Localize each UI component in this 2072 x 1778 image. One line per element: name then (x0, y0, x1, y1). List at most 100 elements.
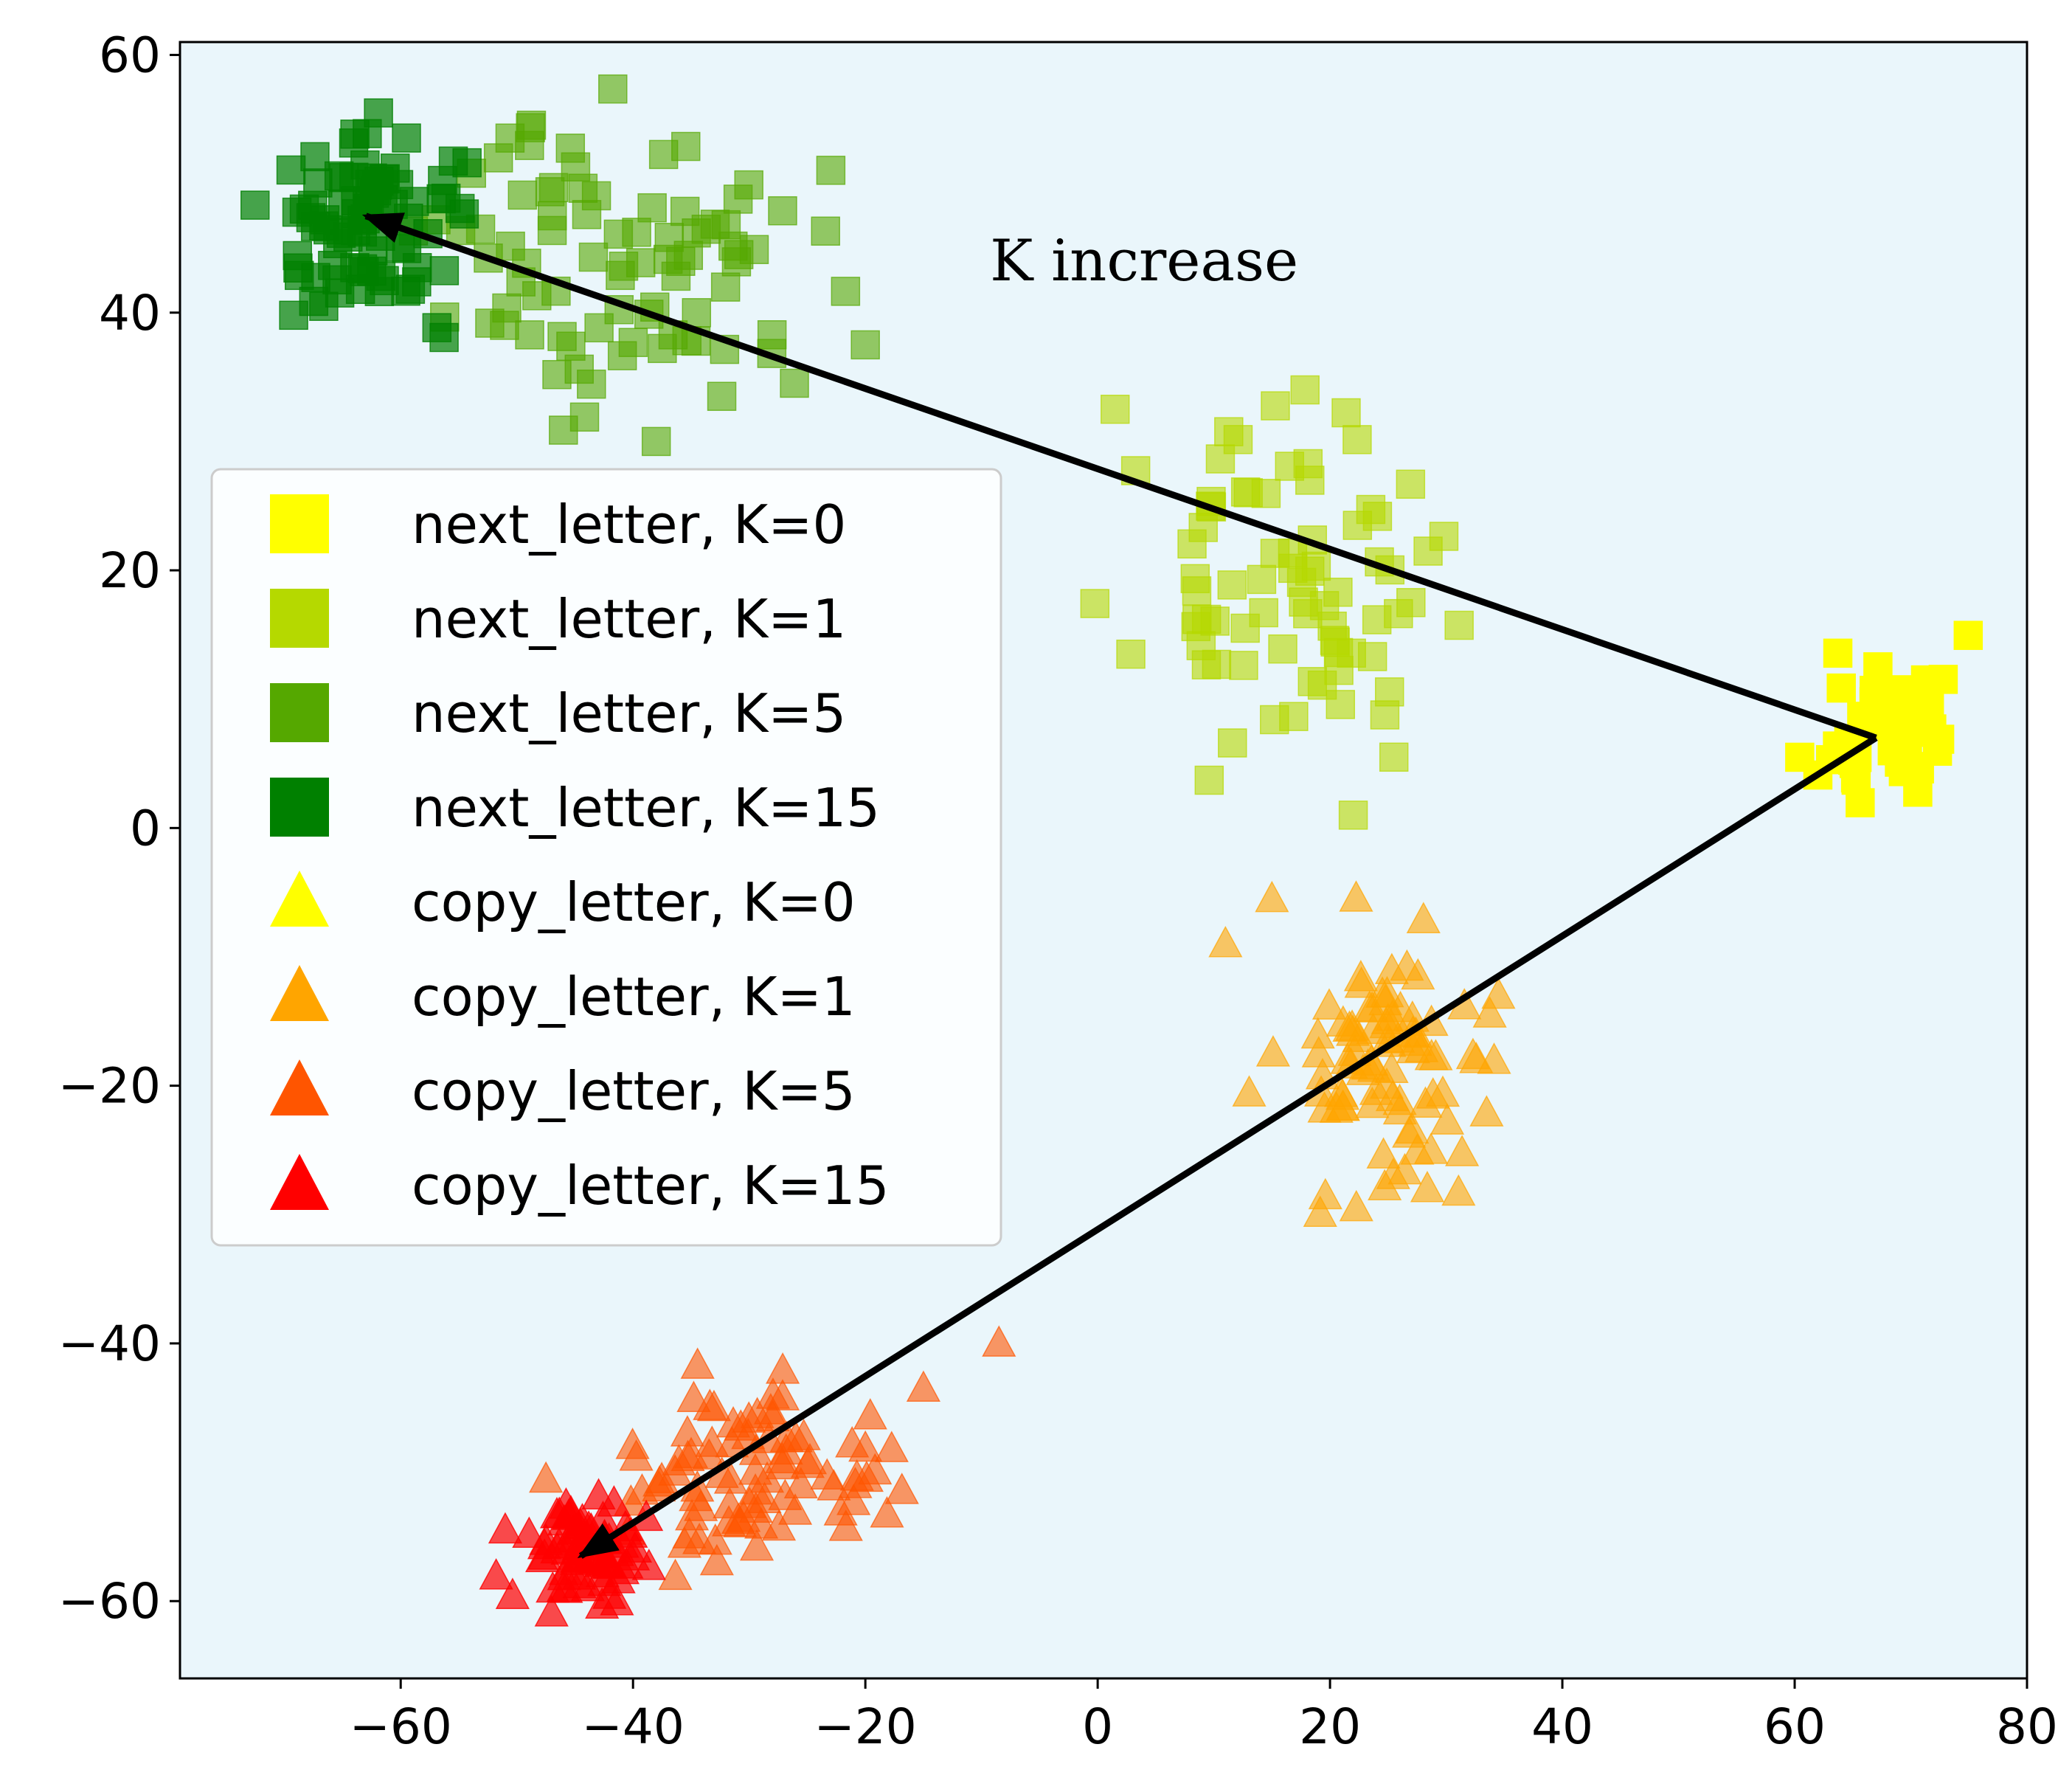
data-point (553, 1495, 589, 1526)
data-point (723, 184, 753, 214)
data-point (534, 1594, 569, 1627)
legend-label: copy_letter, K=1 (412, 966, 856, 1028)
annotation-k-increase: K increase (990, 228, 1298, 294)
data-point (1229, 651, 1258, 680)
legend-item-next-letter-k-5: next_letter, K=5 (270, 682, 846, 744)
data-point (839, 1459, 874, 1491)
y-axis-ticks: −60 −40 −20 0 20 40 60 (58, 27, 180, 1630)
data-point (300, 142, 330, 172)
data-point (1303, 1195, 1337, 1228)
data-point (283, 253, 313, 283)
data-point (1392, 1116, 1427, 1148)
data-point (816, 156, 846, 185)
data-point (568, 173, 598, 203)
data-point (512, 1516, 547, 1549)
data-point (1441, 1174, 1476, 1206)
data-point (1293, 449, 1323, 479)
data-point (1379, 742, 1409, 772)
data-point (672, 1517, 707, 1549)
data-point (1342, 511, 1373, 540)
data-point (707, 381, 737, 411)
data-point (1301, 551, 1331, 581)
data-point (279, 300, 308, 331)
data-point (495, 1577, 530, 1609)
data-point (1953, 620, 1983, 650)
data-point (1891, 705, 1922, 735)
legend-label: copy_letter, K=5 (412, 1060, 856, 1122)
data-point (507, 180, 538, 210)
data-point (556, 331, 586, 362)
data-point (1382, 1093, 1417, 1125)
data-point (1251, 479, 1281, 508)
data-point (853, 1397, 887, 1430)
data-point (1218, 728, 1247, 758)
data-point (617, 1531, 653, 1563)
data-point (1413, 536, 1443, 566)
data-point (768, 196, 797, 226)
data-point (641, 426, 671, 457)
data-point (769, 1420, 804, 1453)
data-point (528, 1461, 564, 1493)
data-point (1396, 588, 1426, 618)
legend-label: copy_letter, K=0 (412, 871, 856, 933)
x-tick-label: −20 (814, 1698, 917, 1755)
y-tick-label: 40 (99, 285, 161, 342)
legend-box (210, 468, 1002, 1247)
y-tick-label: −40 (58, 1315, 161, 1372)
data-point (1194, 765, 1224, 795)
data-point (1268, 634, 1297, 664)
data-point (1928, 665, 1958, 694)
data-point (1223, 425, 1253, 454)
data-point (345, 274, 375, 304)
data-point (577, 369, 606, 399)
data-point (1444, 610, 1474, 640)
data-point (1338, 800, 1368, 830)
data-point (515, 131, 544, 160)
data-point (1342, 425, 1372, 454)
legend-square-marker (270, 778, 329, 837)
data-point (1469, 1095, 1504, 1127)
data-point (549, 415, 578, 445)
data-point (578, 242, 609, 272)
data-point (1369, 1067, 1404, 1099)
data-point (619, 1439, 654, 1471)
data-point (1255, 880, 1289, 913)
data-point (682, 298, 712, 328)
data-point (402, 267, 432, 297)
data-point (661, 261, 691, 291)
data-point (1826, 673, 1856, 703)
data-point (1247, 564, 1277, 595)
data-point (1406, 902, 1441, 933)
data-point (492, 293, 522, 323)
plot-frame (179, 41, 2028, 1680)
data-point (811, 216, 840, 246)
data-point (515, 320, 544, 350)
data-point (1859, 687, 1889, 716)
legend-item-next-letter-k-1: next_letter, K=1 (270, 588, 846, 650)
x-tick-label: 0 (1082, 1698, 1113, 1755)
legend-square-marker (270, 494, 329, 553)
legend-item-next-letter-k-0: next_letter, K=0 (270, 494, 846, 556)
data-point (682, 218, 711, 248)
data-point (637, 193, 667, 223)
data-point (1339, 880, 1373, 912)
data-point (658, 1558, 693, 1591)
data-point (1459, 1041, 1494, 1073)
series-copy-letter-k-5 (528, 1325, 1016, 1591)
data-point (828, 1509, 863, 1541)
arrows (361, 212, 1878, 1559)
data-point (1290, 375, 1320, 405)
y-tick-label: 60 (99, 27, 161, 83)
data-point (535, 177, 565, 207)
legend-item-copy-letter-k-0: copy_letter, K=0 (270, 871, 856, 933)
data-point (1182, 576, 1212, 606)
data-point (699, 1543, 734, 1576)
data-point (452, 148, 482, 178)
data-point (1249, 598, 1278, 628)
x-tick-label: −60 (350, 1698, 452, 1755)
data-point (537, 201, 567, 231)
data-point (1366, 1137, 1401, 1169)
data-point (559, 1543, 595, 1575)
data-point (884, 1473, 919, 1504)
